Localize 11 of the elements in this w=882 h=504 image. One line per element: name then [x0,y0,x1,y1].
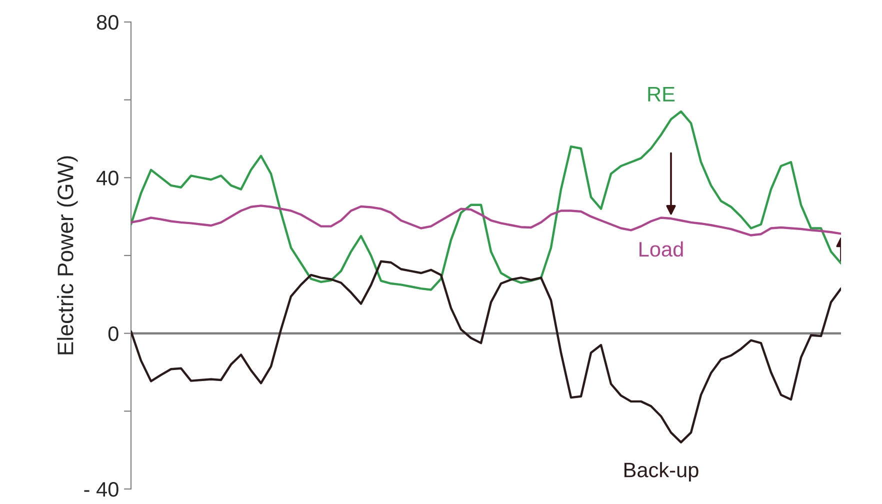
y-tick-label: 80 [96,15,118,30]
y-tick-label: 0 [108,326,118,342]
y-axis-title: Electric Power (GW) [57,156,78,354]
y-tick-label: 40 [96,170,118,186]
line-series [131,260,841,444]
series-label: Back-up [624,462,698,482]
y-tick-label: - 40 [84,482,118,497]
series-label: RE [648,87,675,102]
line-series [131,110,841,291]
line-series [131,204,841,236]
series-label: Load [640,241,683,257]
